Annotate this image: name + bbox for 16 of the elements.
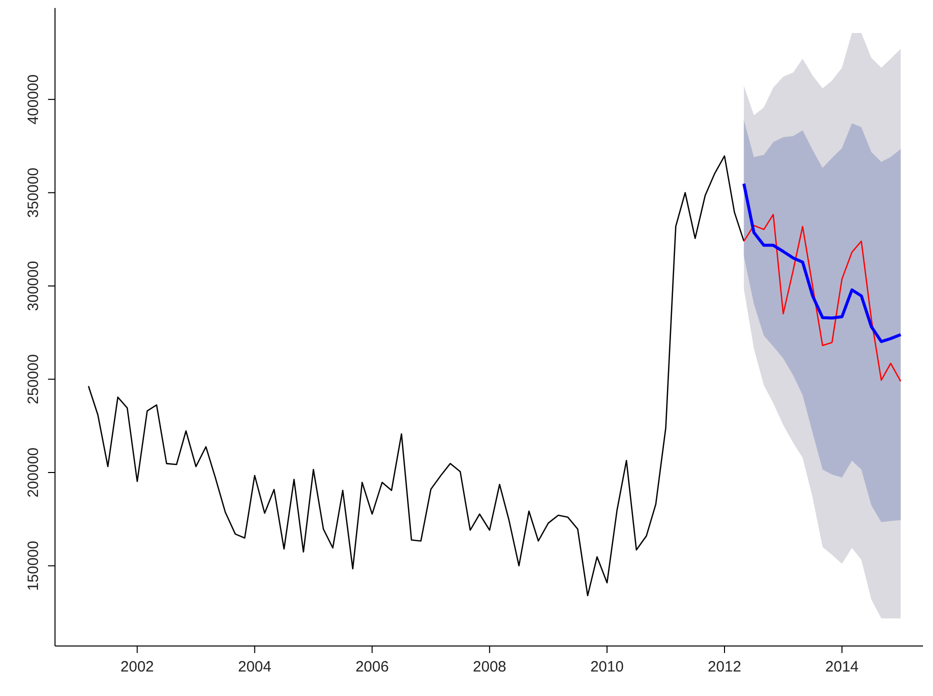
x-tick-label: 2010 [590,658,624,676]
y-tick-label: 250000 [25,354,42,404]
x-tick-label: 2002 [120,658,154,676]
x-tick-label: 2008 [472,658,506,676]
x-tick-label: 2012 [708,658,742,676]
y-tick-label: 350000 [25,168,42,218]
line-series [88,155,745,596]
y-tick-label: 300000 [25,260,42,311]
y-tick-label: 200000 [25,447,42,498]
y-tick-label: 400000 [25,74,42,124]
x-tick-label: 2004 [238,658,272,676]
line-series [743,214,902,382]
line-series [742,182,902,344]
y-tick-label: 150000 [25,540,42,591]
x-tick-label: 2014 [825,658,859,676]
x-tick-label: 2006 [355,658,389,676]
